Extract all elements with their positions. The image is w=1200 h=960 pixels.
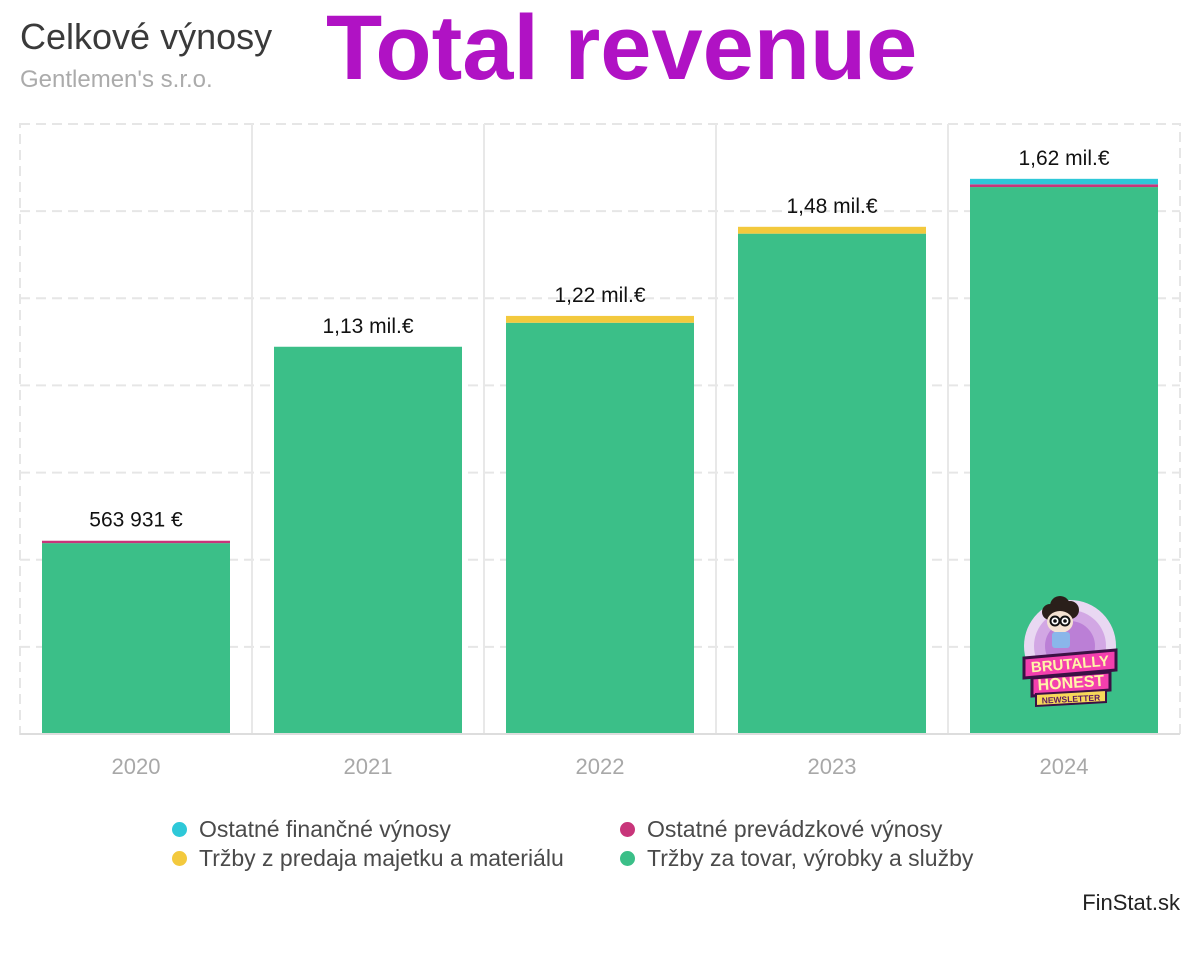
bar-segment <box>738 233 926 735</box>
bar-segment <box>42 543 230 734</box>
x-tick-label: 2023 <box>808 754 857 779</box>
legend-dot-prevadzkove <box>620 822 635 837</box>
bar-segment <box>42 540 230 544</box>
x-tick-label: 2024 <box>1040 754 1089 779</box>
badge-line-1: BRUTALLY <box>1030 653 1110 677</box>
bar-segment <box>506 322 694 734</box>
bar-total-label: 1,62 mil.€ <box>1018 147 1109 170</box>
x-tick-label: 2022 <box>576 754 625 779</box>
bar-segment <box>274 346 462 734</box>
legend-dot-majetok <box>172 851 187 866</box>
x-tick-label: 2021 <box>344 754 393 779</box>
chart-subtitle: Gentlemen's s.r.o. <box>20 66 213 93</box>
badge-line-3: NEWSLETTER <box>1041 692 1100 705</box>
bar-total-label: 563 931 € <box>89 509 183 532</box>
plot-frame <box>19 123 1181 735</box>
badge-line-2: HONEST <box>1037 673 1105 695</box>
legend-dot-trzby <box>620 851 635 866</box>
legend-item-majetok[interactable]: Tržby z predaja majetku a materiálu <box>172 845 564 872</box>
bar-segment <box>738 226 926 234</box>
stacked-bar-chart: 563 931 € 2020 1,13 mil.€ 2021 1,22 mil.€ 202… <box>19 123 1181 779</box>
legend-label-prevadzkove: Ostatné prevádzkové výnosy <box>647 816 943 842</box>
bar-total-label: 1,13 mil.€ <box>322 315 413 338</box>
chart-title: Celkové výnosy <box>20 16 273 57</box>
bar-total-label: 1,48 mil.€ <box>786 195 877 218</box>
bar-total-label: 1,22 mil.€ <box>554 284 645 307</box>
overlay-title: Total revenue <box>326 0 918 99</box>
bar-segment <box>970 184 1158 188</box>
brutally-honest-newsletter-badge: BRUTALLY HONEST NEWSLETTER <box>1022 596 1118 708</box>
bar-segment <box>970 178 1158 185</box>
legend-label-trzby: Tržby za tovar, výrobky a služby <box>647 845 974 871</box>
legend-item-prevadzkove[interactable]: Ostatné prevádzkové výnosy <box>620 816 942 843</box>
legend-item-financne[interactable]: Ostatné finančné výnosy <box>172 816 451 843</box>
legend-label-financne: Ostatné finančné výnosy <box>199 816 451 842</box>
legend-dot-financne <box>172 822 187 837</box>
legend-label-majetok: Tržby z predaja majetku a materiálu <box>199 845 564 871</box>
x-tick-label: 2020 <box>112 754 161 779</box>
legend-item-trzby[interactable]: Tržby za tovar, výrobky a služby <box>620 845 973 872</box>
bar-segment <box>506 315 694 323</box>
source-label[interactable]: FinStat.sk <box>1082 890 1180 915</box>
